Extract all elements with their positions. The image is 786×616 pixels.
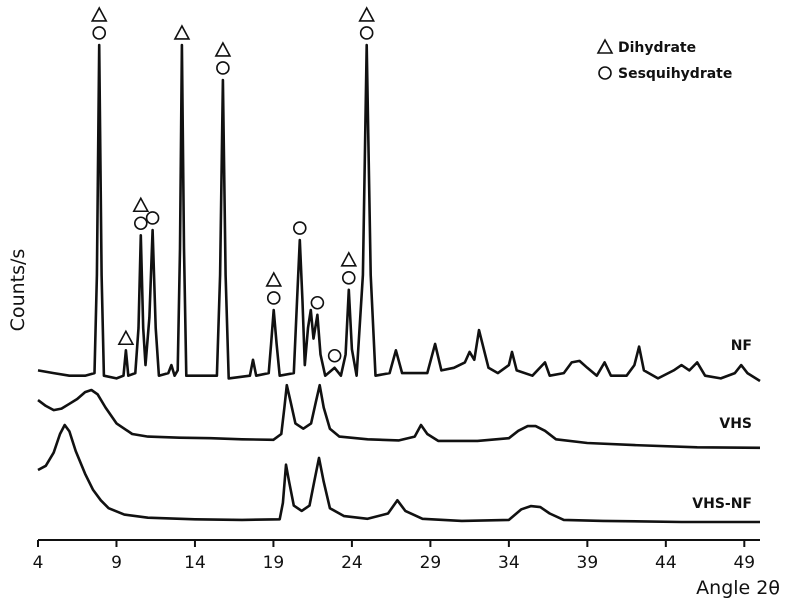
x-axis-label: Angle 2θ [696, 577, 780, 599]
circle-symbol [134, 216, 148, 231]
y-axis-label: Counts/s [7, 249, 29, 332]
triangle-symbol [90, 6, 108, 22]
x-tick-label: 39 [577, 553, 599, 573]
x-tick-label: 24 [341, 553, 363, 573]
circle-symbol [310, 295, 325, 310]
circle-symbol [92, 26, 107, 40]
x-tick-label: 14 [184, 553, 206, 573]
triangle-symbol [214, 41, 232, 57]
legend-label: Dihydrate [618, 40, 696, 56]
triangle-symbol [596, 38, 614, 54]
triangle-symbol [340, 251, 358, 267]
triangle-symbol [265, 271, 283, 287]
series-line [37, 383, 761, 450]
x-tick-label: 29 [420, 553, 442, 573]
triangle-symbol [117, 329, 135, 346]
triangle-symbol [173, 24, 191, 40]
series-label: VHS [719, 416, 752, 432]
triangle-symbol [132, 196, 150, 213]
series-line [37, 43, 761, 383]
circle-symbol [293, 221, 307, 235]
circle-symbol [327, 348, 342, 363]
triangle-symbol [358, 6, 376, 22]
circle-symbol [359, 26, 374, 40]
x-tick-label: 34 [498, 553, 520, 573]
series-line [37, 423, 760, 524]
x-tick-label: 4 [33, 553, 44, 573]
circle-symbol [216, 61, 230, 75]
x-tick-label: 44 [655, 553, 677, 573]
circle-symbol [598, 66, 612, 80]
series-label: VHS-NF [692, 496, 752, 512]
x-tick-label: 49 [733, 553, 755, 573]
circle-symbol [266, 291, 281, 305]
circle-symbol [341, 271, 356, 285]
x-tick-label: 19 [263, 553, 285, 573]
x-tick-label: 9 [111, 553, 122, 573]
circle-symbol [145, 211, 160, 225]
series-label: NF [731, 338, 752, 354]
legend-label: Sesquihydrate [618, 66, 732, 82]
